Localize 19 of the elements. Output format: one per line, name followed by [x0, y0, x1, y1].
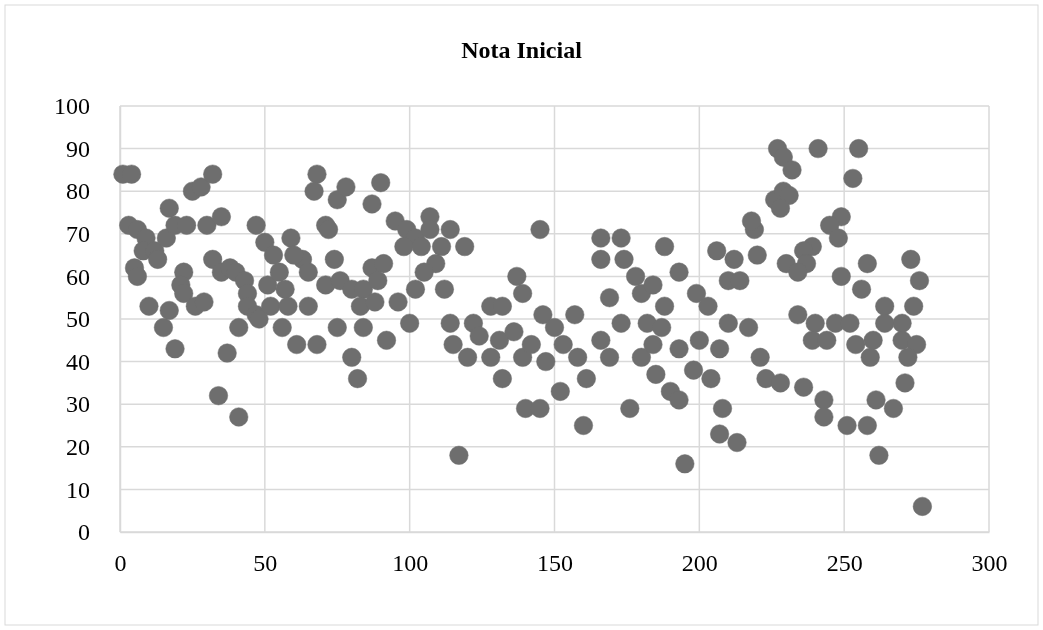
- x-tick-label: 50: [253, 550, 278, 577]
- x-tick-label: 300: [971, 550, 1008, 577]
- y-tick-label: 80: [66, 178, 90, 205]
- y-tick-label: 0: [78, 519, 90, 546]
- x-tick-label: 150: [537, 550, 573, 577]
- y-tick-label: 40: [66, 348, 90, 375]
- chart-title: Nota Inicial: [461, 37, 583, 63]
- x-tick-label: 250: [826, 550, 863, 577]
- x-tick-label: 100: [392, 550, 429, 577]
- y-tick-label: 20: [66, 433, 90, 460]
- y-tick-label: 30: [66, 391, 90, 418]
- y-tick-label: 10: [66, 476, 90, 503]
- x-tick-label: 200: [681, 550, 718, 577]
- x-tick-label: 0: [114, 550, 127, 577]
- y-tick-label: 100: [54, 93, 90, 120]
- y-tick-label: 70: [66, 220, 90, 247]
- y-tick-label: 90: [66, 135, 90, 162]
- y-tick-label: 60: [66, 263, 90, 290]
- y-tick-label: 50: [66, 306, 90, 333]
